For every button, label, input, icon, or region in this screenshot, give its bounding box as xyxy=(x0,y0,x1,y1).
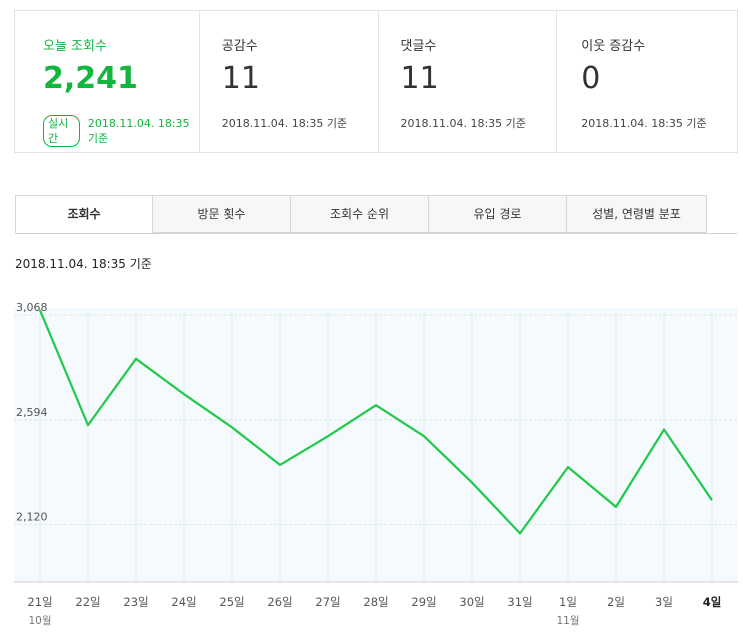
x-tick-label: 26일 xyxy=(267,595,292,609)
month-label: 10월 xyxy=(28,615,51,627)
stat-value: 2,241 xyxy=(43,61,138,96)
y-tick-label: 2,594 xyxy=(16,406,48,419)
stat-time: 2018.11.04. 18:35 기준 xyxy=(581,117,707,130)
stat-time: 실시간 2018.11.04. 18:35 기준 xyxy=(43,115,199,147)
views-line-chart: 3,068 2,594 2,120 21일 22일 23일 24일 25일 26일 27일 28일 2… xyxy=(14,301,738,627)
month-label: 11월 xyxy=(556,615,579,627)
tab-view-ranking[interactable]: 조회수 순위 xyxy=(291,195,429,233)
stat-label: 댓글수 xyxy=(400,39,437,54)
stat-today-views: 오늘 조회수 2,241 실시간 2018.11.04. 18:35 기준 xyxy=(15,11,200,152)
tab-demographics[interactable]: 성별, 연령별 분포 xyxy=(567,195,707,233)
stat-neighbors: 이웃 증감수 0 2018.11.04. 18:35 기준 xyxy=(557,11,737,152)
stat-value: 11 xyxy=(221,61,260,96)
stat-label: 공감수 xyxy=(221,39,258,54)
x-tick-label: 27일 xyxy=(315,595,340,609)
stat-time-text: 2018.11.04. 18:35 기준 xyxy=(87,116,190,145)
stat-likes: 공감수 11 2018.11.04. 18:35 기준 xyxy=(200,11,379,152)
x-tick-label: 23일 xyxy=(123,595,148,609)
x-tick-label: 2일 xyxy=(607,595,625,609)
tab-views[interactable]: 조회수 xyxy=(15,195,153,233)
realtime-badge: 실시간 xyxy=(43,115,80,147)
series-line xyxy=(38,309,713,535)
x-tick-label: 24일 xyxy=(171,595,196,609)
stat-label: 오늘 조회수 xyxy=(43,39,107,54)
stat-comments: 댓글수 11 2018.11.04. 18:35 기준 xyxy=(379,11,558,152)
tab-referrers[interactable]: 유입 경로 xyxy=(429,195,567,233)
chart-timestamp: 2018.11.04. 18:35 기준 xyxy=(15,257,152,271)
tab-visits[interactable]: 방문 횟수 xyxy=(153,195,291,233)
x-tick-label: 29일 xyxy=(411,595,436,609)
x-tick-label: 25일 xyxy=(219,595,244,609)
x-tick-label: 31일 xyxy=(507,595,532,609)
x-tick-label: 3일 xyxy=(655,595,673,609)
y-tick-label: 3,068 xyxy=(16,301,48,314)
stats-tabs: 조회수 방문 횟수 조회수 순위 유입 경로 성별, 연령별 분포 xyxy=(15,195,737,234)
stats-panel: 오늘 조회수 2,241 실시간 2018.11.04. 18:35 기준 공감… xyxy=(14,10,738,153)
stat-time: 2018.11.04. 18:35 기준 xyxy=(400,117,526,130)
x-tick-label: 4일 xyxy=(703,595,722,609)
x-tick-label: 28일 xyxy=(363,595,388,609)
x-tick-label: 22일 xyxy=(75,595,100,609)
x-tick-label: 1일 xyxy=(559,595,577,609)
stat-time: 2018.11.04. 18:35 기준 xyxy=(221,117,348,130)
x-tick-label: 30일 xyxy=(459,595,484,609)
stat-value: 0 xyxy=(581,61,601,96)
stat-label: 이웃 증감수 xyxy=(581,39,646,54)
x-tick-label: 21일 xyxy=(27,595,52,609)
y-tick-label: 2,120 xyxy=(16,511,48,524)
stat-value: 11 xyxy=(400,61,439,96)
